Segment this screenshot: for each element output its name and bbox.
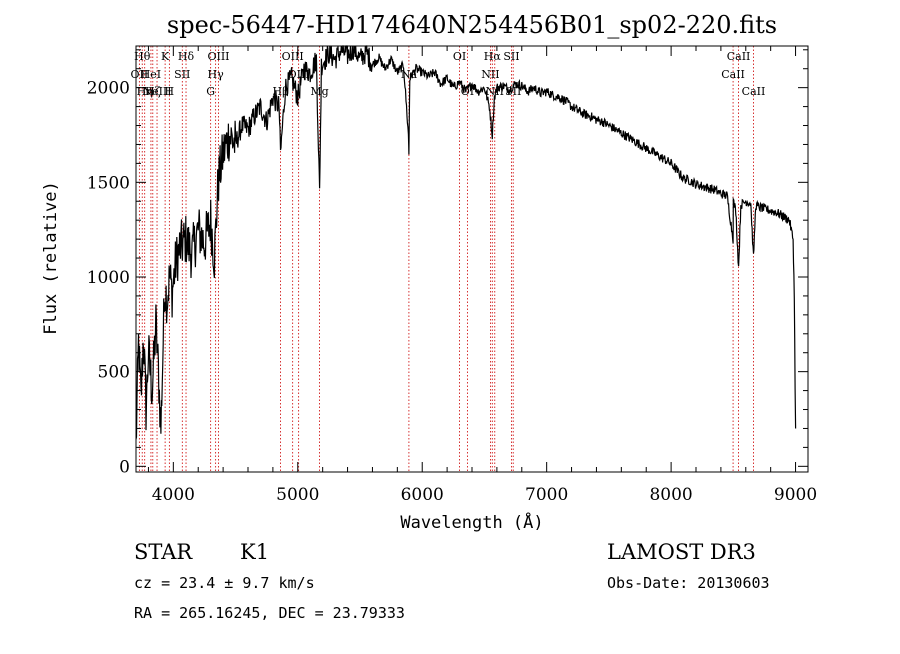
object-subclass: K1	[240, 540, 269, 564]
plot-frame	[135, 45, 809, 473]
line-marker-label-23: SII	[503, 50, 519, 63]
line-marker-label-21: Hα	[484, 50, 502, 63]
object-class: STAR	[134, 540, 193, 564]
line-marker-labels-group: HθOIIHηHζHeINeIIIKHSIIHδGHγOIIIHβOIIIOII…	[131, 50, 766, 98]
x-tick-label-7000: 7000	[525, 485, 568, 505]
x-tick-label-5000: 5000	[276, 485, 319, 505]
line-marker-label-6: K	[161, 50, 170, 63]
line-marker-label-11: Hγ	[208, 68, 225, 81]
x-tick-label-8000: 8000	[649, 485, 692, 505]
survey-label: LAMOST DR3	[607, 540, 756, 564]
redshift-text: cz = 23.4 ± 9.7 km/s	[134, 574, 315, 592]
spectrum-line	[135, 45, 797, 440]
line-marker-label-18: OI	[453, 50, 466, 63]
line-markers-group	[138, 46, 754, 472]
chart-title: spec-56447-HD174640N254456B01_sp02-220.f…	[167, 11, 777, 39]
line-marker-label-24: SII	[505, 85, 521, 98]
line-marker-label-12: OIII	[207, 50, 229, 63]
line-marker-label-8: SII	[174, 68, 190, 81]
x-tick-label-9000: 9000	[774, 485, 817, 505]
line-marker-label-27: CaII	[742, 85, 766, 98]
y-tick-label-1000: 1000	[87, 268, 130, 288]
line-marker-label-10: G	[206, 85, 215, 98]
x-axis-ticks: 4000 5000 6000 7000 8000 9000	[147, 46, 817, 505]
line-marker-label-20: NII	[481, 68, 499, 81]
x-tick-label-4000: 4000	[152, 485, 195, 505]
x-axis-label: Wavelength (Å)	[400, 511, 543, 533]
y-tick-label-1500: 1500	[87, 173, 130, 193]
y-axis-label: Flux (relative)	[41, 181, 61, 335]
line-marker-label-2: Hη	[137, 85, 153, 98]
line-marker-label-4: HeI	[141, 68, 161, 81]
line-marker-label-7: H	[165, 85, 175, 98]
line-marker-label-3: Hζ	[145, 85, 161, 98]
line-marker-label-26: CaII	[727, 50, 751, 63]
line-marker-label-16: Mg	[310, 85, 328, 98]
line-marker-label-14: OIII	[282, 50, 304, 63]
coordinates-text: RA = 265.16245, DEC = 23.79333	[134, 604, 405, 622]
y-tick-label-0: 0	[119, 457, 130, 477]
line-marker-label-1: OII	[131, 68, 149, 81]
line-marker-label-0: Hθ	[134, 50, 151, 63]
line-marker-label-25: CaII	[721, 68, 745, 81]
y-tick-label-500: 500	[98, 363, 130, 383]
line-marker-label-5: NeIII	[142, 85, 171, 98]
line-marker-label-9: Hδ	[178, 50, 195, 63]
y-axis-ticks: 0 500 1000 1500 2000	[87, 49, 808, 477]
y-tick-label-2000: 2000	[87, 79, 130, 99]
x-tick-label-6000: 6000	[401, 485, 444, 505]
obs-date-text: Obs-Date: 20130603	[607, 574, 770, 592]
